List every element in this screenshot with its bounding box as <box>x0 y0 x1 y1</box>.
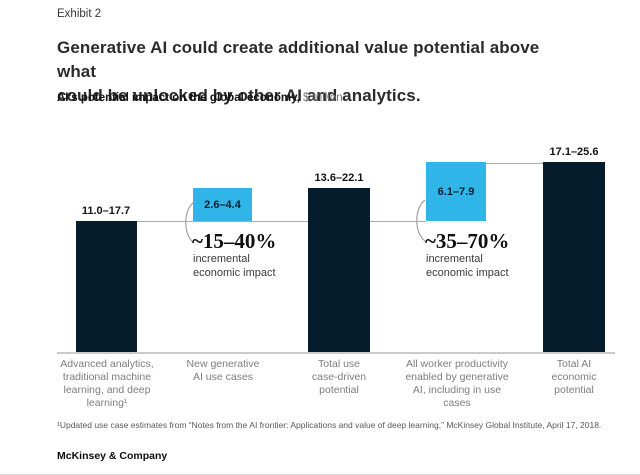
category-label-new-generative-ai: New generative AI use cases <box>186 358 260 383</box>
chart-subtitle: AI’s potential impact on the global econ… <box>57 92 343 104</box>
category-label-worker-productivity: All worker productivity enabled by gener… <box>405 358 509 409</box>
connector-line-right <box>485 163 543 164</box>
mckinsey-company-logo: McKinsey & Company <box>57 450 168 462</box>
bar-advanced-analytics <box>76 221 137 352</box>
x-axis-line <box>57 352 615 354</box>
chart-subtitle-text: AI’s potential impact on the global econ… <box>57 92 300 104</box>
page-title: Generative AI could create additional va… <box>57 38 540 105</box>
bar-value-label: 11.0–17.7 <box>81 205 131 217</box>
footnote: ¹Updated use case estimates from “Notes … <box>57 420 602 430</box>
callout-arc-left <box>185 201 195 244</box>
bar-value-label: 6.1–7.9 <box>437 185 475 198</box>
chart-subtitle-unit: $ trillion <box>299 92 343 104</box>
annotation-detail-left: incremental economic impact <box>193 253 276 279</box>
annotation-percent-right: ~35–70% <box>425 229 510 253</box>
connector-line-left <box>136 221 426 222</box>
category-label-total-ai: Total AI economic potential <box>551 358 597 396</box>
bar-value-label: 2.6–4.4 <box>204 198 241 211</box>
category-label-total-use-case: Total use case-driven potential <box>311 358 367 396</box>
bar-worker-productivity: 6.1–7.9 <box>426 162 486 221</box>
bar-new-generative-ai-use-cases: 2.6–4.4 <box>193 188 252 221</box>
bar-total-ai-potential <box>543 162 605 352</box>
category-label-advanced-analytics: Advanced analytics, traditional machine … <box>60 358 154 409</box>
exhibit-label: Exhibit 2 <box>57 8 102 20</box>
bar-value-label: 17.1–25.6 <box>549 146 599 158</box>
annotation-detail-right: incremental economic impact <box>426 253 509 279</box>
chart-area: 2.6–4.4 6.1–7.9 11.0–17.7 13.6–22.1 17.1… <box>0 130 640 354</box>
callout-arc-right <box>416 199 426 242</box>
bar-total-use-case-potential <box>308 188 370 352</box>
bar-value-label: 13.6–22.1 <box>314 172 364 184</box>
annotation-percent-left: ~15–40% <box>192 229 277 253</box>
